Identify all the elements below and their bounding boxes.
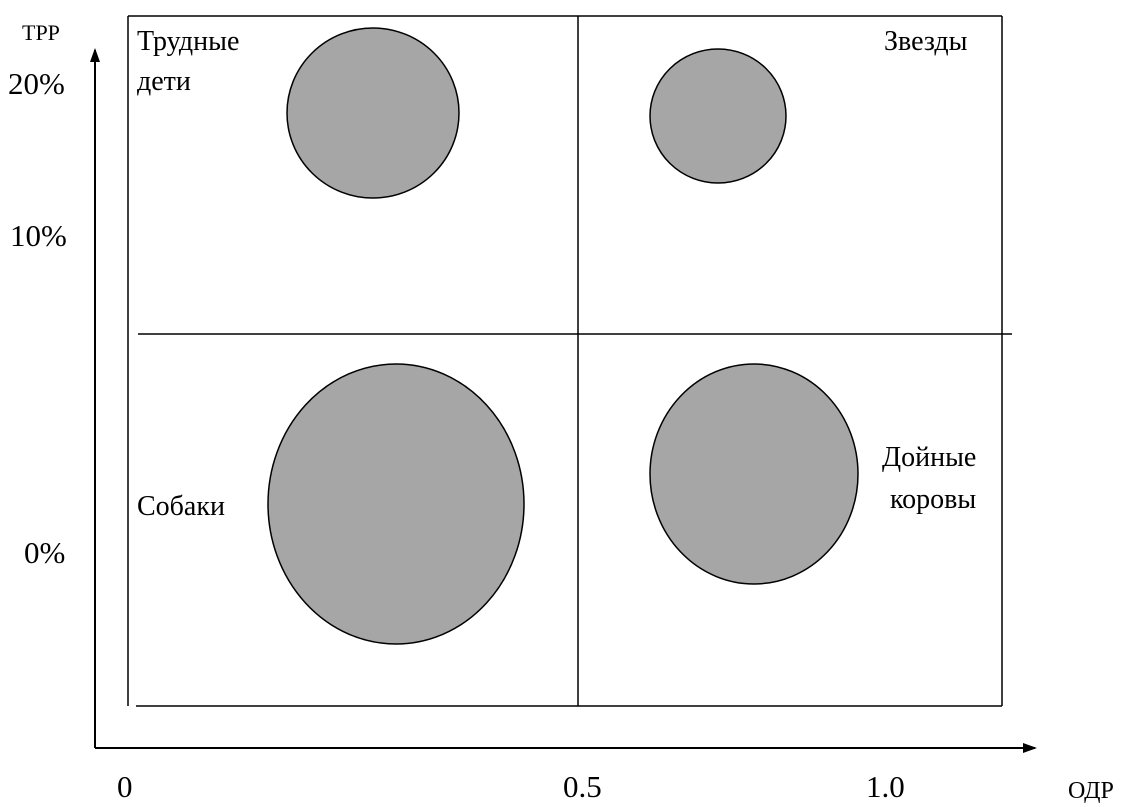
y-tick-label: 20% bbox=[8, 66, 65, 101]
quadrant-label-dogs: Собаки bbox=[137, 491, 225, 522]
bubble-stars bbox=[649, 48, 787, 184]
quadrant-label-cash-cows-line2: коровы bbox=[890, 484, 976, 515]
bubble-dogs bbox=[267, 363, 525, 645]
x-tick-label: 0 bbox=[117, 769, 133, 804]
x-axis-title: ОДР bbox=[1068, 778, 1114, 804]
quadrant-label-problem-children-line2: дети bbox=[137, 66, 191, 97]
quadrant-label-stars: Звезды bbox=[884, 26, 968, 57]
bubble-cash-cows bbox=[649, 363, 859, 585]
y-tick-label: 0% bbox=[24, 535, 65, 570]
y-tick-label: 10% bbox=[10, 218, 67, 253]
x-tick-label: 0.5 bbox=[563, 769, 602, 804]
bubble-problem-children bbox=[286, 27, 460, 199]
y-axis-title: ТРР bbox=[22, 20, 60, 45]
quadrant-label-cash-cows-line1: Дойные bbox=[882, 442, 976, 473]
quadrant-label-problem-children-line1: Трудные bbox=[137, 26, 239, 57]
x-tick-label: 1.0 bbox=[866, 769, 905, 804]
